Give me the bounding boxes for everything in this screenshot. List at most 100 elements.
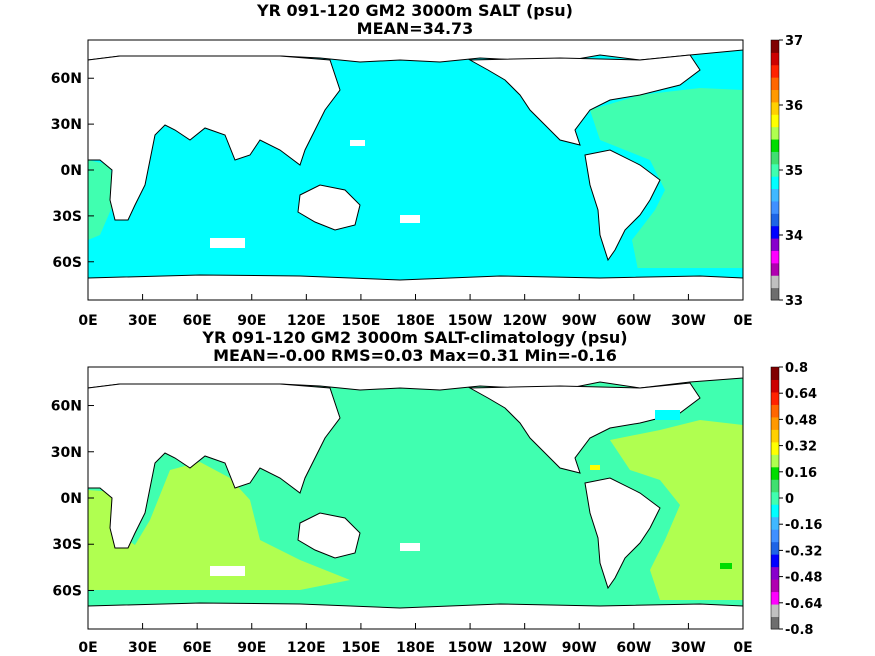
colorbar-segment [771, 176, 779, 190]
southern-band-fill [88, 268, 743, 278]
land [88, 367, 743, 629]
land [88, 40, 743, 300]
y-tick-label: 30N [51, 117, 82, 133]
x-tick-label: 90E [237, 640, 266, 656]
colorbar-segment [771, 441, 779, 455]
x-tick-label: 90W [562, 640, 597, 656]
x-tick-label: 90W [562, 313, 597, 329]
x-axis-ticks: 0E 30E 60E 90E 120E 150E 180E 150W 120W 90W 60W 30W… [78, 294, 753, 329]
colorbar-segment [771, 579, 779, 593]
colorbar-segment [771, 566, 779, 580]
colorbar-segment [771, 541, 779, 555]
ocean-gaps [210, 140, 420, 248]
x-tick-label: 90E [237, 313, 266, 329]
y-axis-ticks: 60N 30N 0N 30S 60S [51, 399, 94, 599]
colorbar-label: 0.48 [785, 413, 817, 428]
colorbar-label: 0.32 [785, 440, 817, 455]
colorbar-segment [771, 604, 779, 618]
colorbar-segment [771, 367, 779, 380]
y-tick-label: 0N [61, 163, 82, 179]
colorbar-segment [771, 200, 779, 214]
y-tick-label: 60N [51, 399, 82, 415]
colorbar-label: -0.64 [785, 597, 822, 612]
x-tick-label: 30W [671, 313, 706, 329]
eurasia-africa [88, 383, 341, 549]
colorbar-label: -0.32 [785, 544, 822, 559]
y-tick-label: 30N [51, 445, 82, 461]
colorbar-segment [771, 404, 779, 418]
colorbar-segment [771, 101, 779, 115]
colorbar-label: 0.8 [785, 361, 808, 376]
colorbar-segment [771, 238, 779, 251]
panel-anomaly: YR 091-120 GM2 3000m SALT-climatology (p… [51, 328, 823, 656]
x-tick-label: 60W [616, 313, 651, 329]
colorbar-segment [771, 126, 779, 140]
colorbar-segment [771, 262, 779, 276]
x-tick-label: 120E [287, 313, 326, 329]
x-tick-label: 150W [448, 640, 493, 656]
colorbar-label: -0.16 [785, 518, 822, 533]
australia [297, 512, 361, 559]
x-tick-label: 180E [396, 313, 435, 329]
colorbar-label: 36 [785, 99, 803, 114]
north-america [468, 382, 701, 474]
ocean-gaps [210, 543, 420, 576]
x-tick-label: 150E [342, 313, 381, 329]
x-tick-label: 60E [183, 313, 212, 329]
colorbar-segment [771, 504, 779, 518]
x-tick-label: 60W [616, 640, 651, 656]
y-tick-label: 30S [52, 209, 82, 225]
colorbar-label: 33 [785, 294, 803, 309]
panel-subtitle: MEAN=-0.00 RMS=0.03 Max=0.31 Min=-0.16 [213, 346, 617, 365]
x-tick-label: 60E [183, 640, 212, 656]
colorbar-segment [771, 429, 779, 443]
colorbar-segment [771, 139, 779, 152]
south-america [584, 477, 661, 590]
atlantic-anomaly-fill [610, 420, 743, 600]
colorbar-segment [771, 250, 779, 264]
y-tick-label: 60S [52, 583, 82, 599]
colorbar-segment [771, 516, 779, 530]
x-tick-label: 180E [396, 640, 435, 656]
colorbar-label: 35 [785, 164, 803, 179]
panel-title: YR 091-120 GM2 3000m SALT-climatology (p… [201, 328, 627, 347]
antarctica [88, 602, 743, 629]
colorbar-segment [771, 491, 779, 505]
colorbar-segment [771, 275, 779, 289]
australia [297, 184, 361, 231]
eurasia-africa [88, 55, 341, 221]
colorbar-segment [771, 416, 779, 430]
colorbar-label: 37 [785, 34, 803, 49]
colorbar-label: -0.48 [785, 571, 822, 586]
x-axis-ticks: 0E 30E 60E 90E 120E 150E 180E 150W 120W 90W 60W 30W… [78, 623, 753, 656]
x-tick-label: 0E [78, 640, 97, 656]
colorbar: 0.8 0.64 0.48 0.32 0.16 0 -0.16 -0.32 -0.48 -0.64… [770, 361, 822, 638]
south-america [584, 149, 661, 262]
ocean-atlantic-fill [88, 88, 743, 280]
colorbar-label: 0.64 [785, 387, 817, 402]
y-axis-ticks: 60N 30N 0N 30S 60S [51, 71, 94, 271]
panel-salinity: YR 091-120 GM2 3000m SALT (psu) MEAN=34.… [51, 1, 803, 329]
map-field [88, 367, 743, 629]
colorbar-segment [771, 77, 779, 91]
colorbar-segment [771, 529, 779, 543]
colorbar-segment [771, 225, 779, 239]
x-tick-label: 120W [502, 313, 547, 329]
x-tick-label: 150E [342, 640, 381, 656]
y-tick-label: 60N [51, 71, 82, 87]
colorbar-segment [771, 466, 779, 480]
colorbar-segment [771, 554, 779, 568]
colorbar-segment [771, 287, 779, 301]
map-field [88, 40, 743, 300]
panel-title: YR 091-120 GM2 3000m SALT (psu) [256, 1, 573, 20]
colorbar-label: -0.8 [785, 623, 813, 638]
colorbar-segment [771, 454, 779, 468]
colorbar-segment [771, 151, 779, 165]
colorbar-segment [771, 52, 779, 66]
colorbar-segment [771, 114, 779, 128]
y-tick-label: 30S [52, 537, 82, 553]
colorbar-segment [771, 391, 779, 405]
x-tick-label: 150W [448, 313, 493, 329]
x-tick-label: 120E [287, 640, 326, 656]
